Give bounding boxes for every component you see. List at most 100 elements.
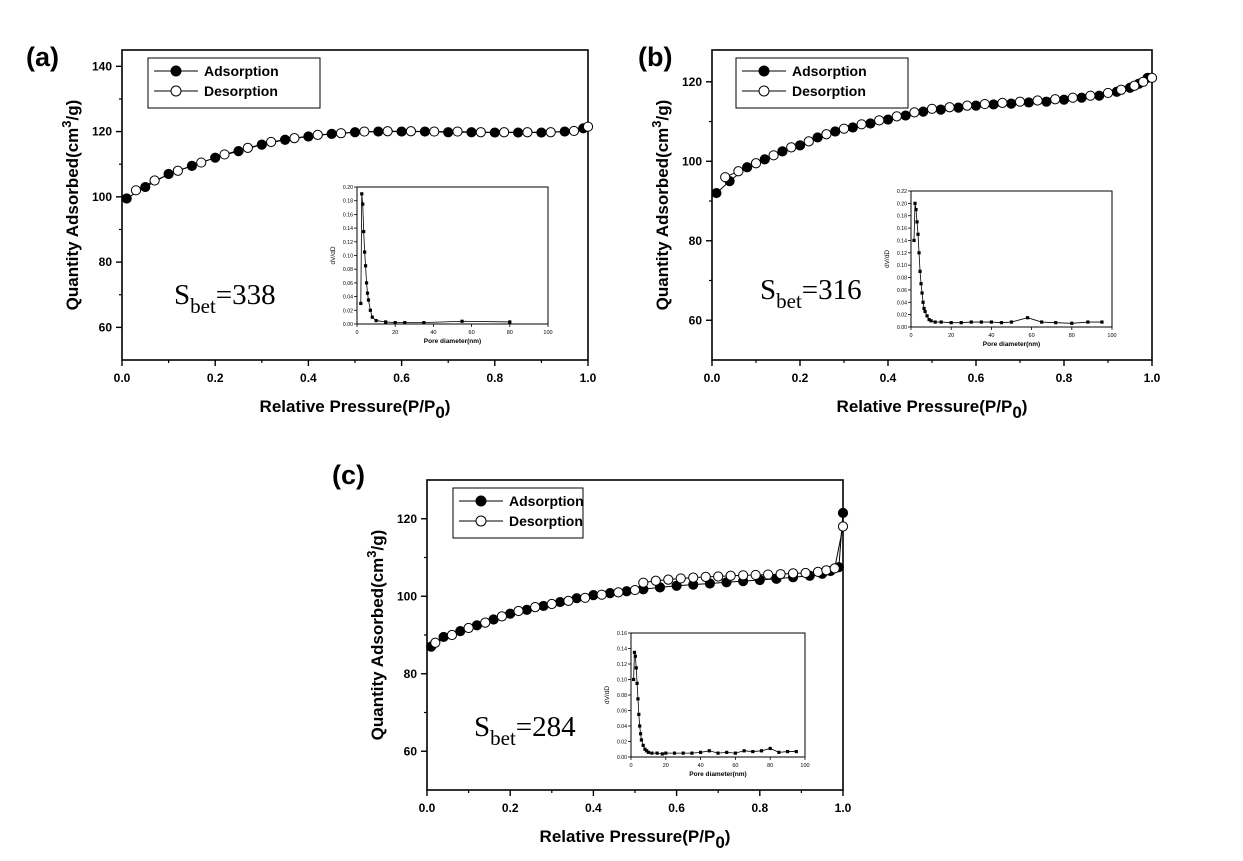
inset-point bbox=[1086, 320, 1090, 324]
inset-y-tick-label: 0.18 bbox=[343, 199, 353, 205]
inset-y-tick-label: 0.20 bbox=[897, 201, 907, 207]
desorption-point bbox=[545, 127, 556, 138]
inset-x-axis-title: Pore diameter(nm) bbox=[983, 341, 1040, 348]
sbet-subscript: bet bbox=[190, 294, 216, 318]
inset-point bbox=[638, 732, 643, 736]
inset-point bbox=[1100, 320, 1104, 324]
inset-y-tick-label: 0.02 bbox=[617, 740, 627, 746]
inset-y-tick-label: 0.10 bbox=[343, 254, 353, 260]
desorption-point bbox=[638, 577, 649, 588]
x-tick-label: 0.2 bbox=[207, 371, 224, 385]
desorption-point bbox=[382, 126, 393, 137]
inset-y-axis-title: dV/dD bbox=[884, 250, 891, 268]
adsorption-point bbox=[1058, 94, 1070, 105]
x-tick-label: 0.6 bbox=[668, 801, 685, 815]
desorption-point bbox=[1129, 80, 1140, 91]
sbet-subscript: bet bbox=[776, 289, 802, 313]
desorption-point bbox=[568, 125, 580, 137]
inset-point bbox=[768, 746, 772, 751]
inset-point bbox=[508, 320, 512, 324]
desorption-point bbox=[429, 126, 440, 137]
inset-point bbox=[655, 751, 659, 755]
inset-y-tick-label: 0.04 bbox=[897, 300, 907, 306]
inset-y-tick-label: 0.02 bbox=[897, 313, 907, 319]
inset-point bbox=[645, 749, 649, 753]
adsorption-point bbox=[233, 146, 244, 157]
x-tick-label: 0.0 bbox=[704, 371, 721, 385]
sbet-annotation: Sbet=338 bbox=[174, 279, 276, 318]
desorption-point bbox=[513, 605, 524, 617]
inset-point bbox=[363, 264, 368, 268]
desorption-point bbox=[926, 103, 938, 114]
adsorption-point bbox=[970, 100, 982, 111]
inset-y-tick-label: 0.22 bbox=[897, 189, 907, 195]
y-tick-label: 120 bbox=[397, 512, 417, 526]
inset-point bbox=[360, 192, 364, 196]
inset-point bbox=[929, 319, 933, 323]
inset-y-tick-label: 0.08 bbox=[617, 693, 627, 699]
desorption-point bbox=[1067, 92, 1078, 103]
x-tick-label: 0.8 bbox=[486, 371, 503, 385]
inset-point bbox=[635, 681, 639, 685]
desorption-point bbox=[750, 569, 761, 581]
legend-marker bbox=[170, 85, 182, 97]
legend-marker bbox=[475, 495, 487, 507]
desorption-point bbox=[800, 567, 811, 579]
desorption-point bbox=[837, 521, 849, 532]
legend-label-adsorption: Adsorption bbox=[792, 63, 867, 79]
desorption-point bbox=[812, 566, 824, 577]
sbet-symbol: S bbox=[174, 279, 190, 311]
inset-point bbox=[916, 232, 920, 236]
inset-point bbox=[918, 269, 922, 273]
desorption-point bbox=[821, 129, 832, 140]
inset-point bbox=[922, 306, 926, 311]
inset-y-tick-label: 0.14 bbox=[343, 226, 353, 232]
x-axis-title: Relative Pressure(P/P0) bbox=[260, 397, 451, 422]
adsorption-point bbox=[571, 593, 582, 604]
desorption-point bbox=[786, 142, 797, 153]
inset-x-tick-label: 80 bbox=[767, 763, 773, 769]
x-tick-label: 1.0 bbox=[580, 371, 597, 385]
y-tick-label: 120 bbox=[682, 75, 702, 89]
inset-point bbox=[363, 250, 367, 254]
y-axis-title-superscript: 3 bbox=[649, 120, 664, 127]
inset-point bbox=[1025, 316, 1030, 320]
desorption-point bbox=[130, 185, 142, 196]
x-axis-title-close: ) bbox=[725, 827, 731, 846]
desorption-point bbox=[242, 142, 253, 153]
inset-point bbox=[681, 751, 685, 755]
desorption-point bbox=[463, 622, 474, 634]
inset-x-tick-label: 40 bbox=[430, 330, 436, 336]
adsorption-point bbox=[1006, 98, 1017, 109]
inset-x-tick-label: 60 bbox=[732, 763, 738, 769]
desorption-point bbox=[312, 129, 323, 140]
desorption-point bbox=[750, 158, 762, 169]
desorption-point bbox=[997, 97, 1008, 108]
inset-point bbox=[1009, 320, 1014, 324]
inset-chart: 0 20 40 60 80 100 0.00 0.02 0.04 0.06 0.08 0.10 0.12… bbox=[604, 631, 810, 778]
inset-point bbox=[632, 650, 637, 654]
sbet-symbol: S bbox=[760, 274, 776, 306]
inset-y-tick-label: 0.16 bbox=[897, 226, 907, 232]
desorption-point bbox=[1014, 96, 1026, 107]
y-axis-title-main: Quantity Adsorbed(cm bbox=[653, 128, 672, 311]
inset-point bbox=[374, 318, 378, 323]
sbet-annotation: Sbet=316 bbox=[760, 274, 862, 313]
adsorption-point bbox=[711, 187, 722, 199]
x-axis-title: Relative Pressure(P/P0) bbox=[540, 827, 731, 852]
x-tick-label: 0.4 bbox=[880, 371, 897, 385]
desorption-point bbox=[874, 115, 885, 126]
y-tick-label: 80 bbox=[404, 667, 418, 681]
inset-y-tick-label: 0.08 bbox=[897, 276, 907, 282]
inset-point bbox=[923, 309, 927, 314]
inset-y-tick-label: 0.00 bbox=[617, 755, 627, 761]
desorption-point bbox=[787, 568, 799, 579]
inset-point bbox=[786, 749, 790, 754]
adsorption-point bbox=[953, 102, 964, 113]
x-axis-title-close: ) bbox=[1022, 397, 1028, 416]
desorption-point bbox=[596, 589, 607, 600]
x-axis-title-main: Relative Pressure(P/P bbox=[260, 397, 436, 416]
inset-y-tick-label: 0.14 bbox=[617, 647, 627, 653]
sbet-value: =338 bbox=[216, 279, 276, 311]
